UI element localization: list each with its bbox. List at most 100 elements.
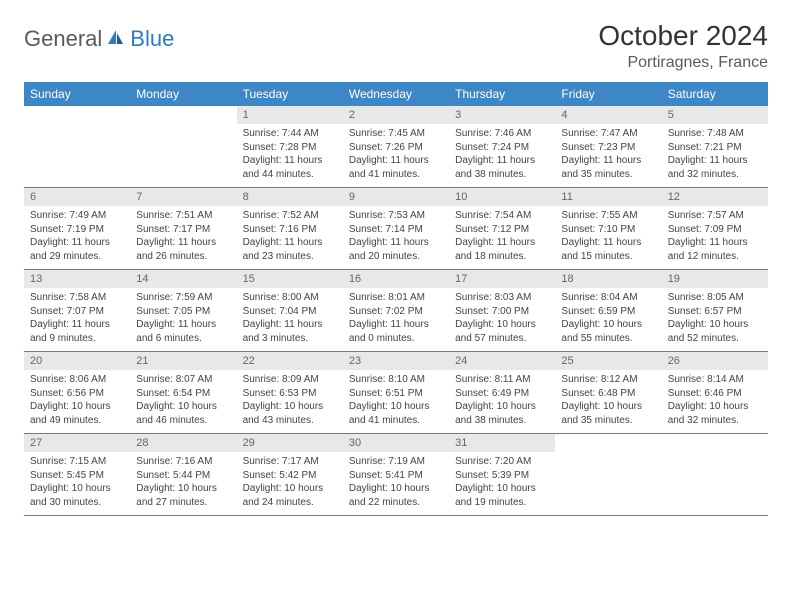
calendar-day-cell	[555, 434, 661, 516]
sunset-text: Sunset: 7:21 PM	[668, 141, 762, 155]
day-number: 5	[662, 106, 768, 124]
calendar-day-cell: 28Sunrise: 7:16 AMSunset: 5:44 PMDayligh…	[130, 434, 236, 516]
calendar-day-cell: 11Sunrise: 7:55 AMSunset: 7:10 PMDayligh…	[555, 188, 661, 270]
calendar-day-cell: 20Sunrise: 8:06 AMSunset: 6:56 PMDayligh…	[24, 352, 130, 434]
day-number: 17	[449, 270, 555, 288]
brand-part1: General	[24, 26, 102, 52]
day-number	[555, 434, 661, 451]
day-data: Sunrise: 7:48 AMSunset: 7:21 PMDaylight:…	[662, 124, 768, 187]
calendar-day-cell: 3 Sunrise: 7:46 AMSunset: 7:24 PMDaylight…	[449, 106, 555, 188]
day-data: Sunrise: 7:54 AMSunset: 7:12 PMDaylight:…	[449, 206, 555, 269]
calendar-day-cell: 5Sunrise: 7:48 AMSunset: 7:21 PMDaylight…	[662, 106, 768, 188]
sunrise-text: Sunrise: 8:06 AM	[30, 373, 124, 387]
sunset-text: Sunset: 7:23 PM	[561, 141, 655, 155]
weekday-header: Wednesday	[343, 82, 449, 106]
sunrise-text: Sunrise: 8:10 AM	[349, 373, 443, 387]
day-data: Sunrise: 7:59 AMSunset: 7:05 PMDaylight:…	[130, 288, 236, 351]
day-number	[130, 106, 236, 123]
daylight-text: Daylight: 10 hours and 30 minutes.	[30, 482, 124, 509]
daylight-text: Daylight: 11 hours and 0 minutes.	[349, 318, 443, 345]
sunset-text: Sunset: 7:24 PM	[455, 141, 549, 155]
weekday-header: Friday	[555, 82, 661, 106]
calendar-day-cell: 29Sunrise: 7:17 AMSunset: 5:42 PMDayligh…	[237, 434, 343, 516]
sunset-text: Sunset: 7:19 PM	[30, 223, 124, 237]
calendar-week-row: 13Sunrise: 7:58 AMSunset: 7:07 PMDayligh…	[24, 270, 768, 352]
sunrise-text: Sunrise: 8:03 AM	[455, 291, 549, 305]
sunset-text: Sunset: 6:59 PM	[561, 305, 655, 319]
day-data: Sunrise: 7:53 AMSunset: 7:14 PMDaylight:…	[343, 206, 449, 269]
day-data: Sunrise: 7:20 AMSunset: 5:39 PMDaylight:…	[449, 452, 555, 515]
calendar-day-cell: 31Sunrise: 7:20 AMSunset: 5:39 PMDayligh…	[449, 434, 555, 516]
day-number: 4	[555, 106, 661, 124]
sunrise-text: Sunrise: 8:14 AM	[668, 373, 762, 387]
sunrise-text: Sunrise: 8:11 AM	[455, 373, 549, 387]
sunset-text: Sunset: 5:42 PM	[243, 469, 337, 483]
day-data: Sunrise: 7:49 AMSunset: 7:19 PMDaylight:…	[24, 206, 130, 269]
sunrise-text: Sunrise: 7:59 AM	[136, 291, 230, 305]
day-number: 6	[24, 188, 130, 206]
calendar-day-cell: 12Sunrise: 7:57 AMSunset: 7:09 PMDayligh…	[662, 188, 768, 270]
daylight-text: Daylight: 11 hours and 38 minutes.	[455, 154, 549, 181]
calendar-day-cell: 23Sunrise: 8:10 AMSunset: 6:51 PMDayligh…	[343, 352, 449, 434]
sunrise-text: Sunrise: 7:16 AM	[136, 455, 230, 469]
daylight-text: Daylight: 10 hours and 19 minutes.	[455, 482, 549, 509]
day-number: 16	[343, 270, 449, 288]
day-number: 26	[662, 352, 768, 370]
sunset-text: Sunset: 7:16 PM	[243, 223, 337, 237]
daylight-text: Daylight: 11 hours and 6 minutes.	[136, 318, 230, 345]
sunset-text: Sunset: 6:51 PM	[349, 387, 443, 401]
daylight-text: Daylight: 10 hours and 24 minutes.	[243, 482, 337, 509]
sunrise-text: Sunrise: 7:17 AM	[243, 455, 337, 469]
sunrise-text: Sunrise: 8:01 AM	[349, 291, 443, 305]
day-data: Sunrise: 7:15 AMSunset: 5:45 PMDaylight:…	[24, 452, 130, 515]
day-number: 2	[343, 106, 449, 124]
calendar-day-cell: 10Sunrise: 7:54 AMSunset: 7:12 PMDayligh…	[449, 188, 555, 270]
day-number: 19	[662, 270, 768, 288]
calendar-day-cell: 25Sunrise: 8:12 AMSunset: 6:48 PMDayligh…	[555, 352, 661, 434]
daylight-text: Daylight: 10 hours and 49 minutes.	[30, 400, 124, 427]
weekday-header: Sunday	[24, 82, 130, 106]
daylight-text: Daylight: 10 hours and 38 minutes.	[455, 400, 549, 427]
sunset-text: Sunset: 6:56 PM	[30, 387, 124, 401]
sunrise-text: Sunrise: 8:07 AM	[136, 373, 230, 387]
day-number: 9	[343, 188, 449, 206]
sunset-text: Sunset: 7:28 PM	[243, 141, 337, 155]
day-number: 1	[237, 106, 343, 124]
day-data: Sunrise: 7:17 AMSunset: 5:42 PMDaylight:…	[237, 452, 343, 515]
sail-icon	[106, 28, 126, 51]
brand-part2: Blue	[130, 26, 174, 52]
calendar-day-cell: 19Sunrise: 8:05 AMSunset: 6:57 PMDayligh…	[662, 270, 768, 352]
day-number: 3	[449, 106, 555, 124]
day-number: 14	[130, 270, 236, 288]
calendar-table: SundayMondayTuesdayWednesdayThursdayFrid…	[24, 82, 768, 516]
sunset-text: Sunset: 7:12 PM	[455, 223, 549, 237]
day-number: 24	[449, 352, 555, 370]
day-data: Sunrise: 8:14 AMSunset: 6:46 PMDaylight:…	[662, 370, 768, 433]
sunrise-text: Sunrise: 7:46 AM	[455, 127, 549, 141]
day-number: 25	[555, 352, 661, 370]
daylight-text: Daylight: 11 hours and 12 minutes.	[668, 236, 762, 263]
sunrise-text: Sunrise: 7:49 AM	[30, 209, 124, 223]
calendar-day-cell: 30Sunrise: 7:19 AMSunset: 5:41 PMDayligh…	[343, 434, 449, 516]
sunrise-text: Sunrise: 8:09 AM	[243, 373, 337, 387]
day-data: Sunrise: 7:44 AMSunset: 7:28 PMDaylight:…	[237, 124, 343, 187]
day-data	[662, 451, 768, 460]
day-data: Sunrise: 8:03 AMSunset: 7:00 PMDaylight:…	[449, 288, 555, 351]
calendar-week-row: 1Sunrise: 7:44 AMSunset: 7:28 PMDaylight…	[24, 106, 768, 188]
day-number: 12	[662, 188, 768, 206]
daylight-text: Daylight: 10 hours and 22 minutes.	[349, 482, 443, 509]
sunrise-text: Sunrise: 7:15 AM	[30, 455, 124, 469]
daylight-text: Daylight: 11 hours and 35 minutes.	[561, 154, 655, 181]
calendar-week-row: 20Sunrise: 8:06 AMSunset: 6:56 PMDayligh…	[24, 352, 768, 434]
day-data: Sunrise: 8:11 AMSunset: 6:49 PMDaylight:…	[449, 370, 555, 433]
sunrise-text: Sunrise: 7:20 AM	[455, 455, 549, 469]
calendar-day-cell: 8Sunrise: 7:52 AMSunset: 7:16 PMDaylight…	[237, 188, 343, 270]
day-number: 27	[24, 434, 130, 452]
weekday-header: Saturday	[662, 82, 768, 106]
calendar-day-cell: 2Sunrise: 7:45 AMSunset: 7:26 PMDaylight…	[343, 106, 449, 188]
weekday-header: Thursday	[449, 82, 555, 106]
day-data: Sunrise: 8:09 AMSunset: 6:53 PMDaylight:…	[237, 370, 343, 433]
sunset-text: Sunset: 7:02 PM	[349, 305, 443, 319]
day-data: Sunrise: 7:47 AMSunset: 7:23 PMDaylight:…	[555, 124, 661, 187]
weekday-header: Tuesday	[237, 82, 343, 106]
